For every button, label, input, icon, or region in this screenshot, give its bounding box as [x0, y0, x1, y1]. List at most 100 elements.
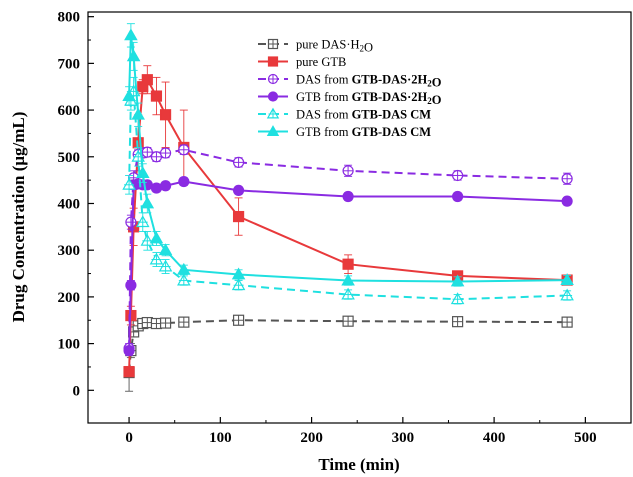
legend-item: GTB from GTB-DAS·2H2O	[258, 90, 442, 107]
legend-label-part: O	[364, 41, 373, 55]
point-shape	[159, 109, 172, 121]
data-point	[267, 73, 279, 85]
data-point	[267, 38, 279, 50]
legend-label-part: O	[432, 76, 442, 90]
data-point	[266, 107, 280, 119]
legend-label: GTB from GTB-DAS CM	[296, 125, 431, 139]
x-tick-label: 400	[483, 430, 506, 446]
axes: 0 100 200 300 400 500 0 100 200 300 400 500 600 700 80…	[58, 10, 597, 446]
data-point	[178, 144, 190, 156]
data-point	[232, 156, 245, 168]
data-point	[341, 273, 355, 286]
y-tick-label: 700	[58, 56, 81, 72]
legend-label-part: 2	[427, 79, 432, 89]
point-shape	[125, 279, 137, 291]
point-shape	[231, 267, 246, 280]
data-point	[342, 190, 354, 203]
series-line	[128, 319, 568, 373]
data-point	[560, 273, 574, 285]
y-tick-label: 600	[58, 103, 81, 119]
series-4	[122, 76, 574, 305]
y-tick-label: 300	[58, 243, 81, 259]
point-shape	[232, 210, 245, 223]
legend-label-part: pure DAS·H	[296, 38, 360, 52]
point-shape	[123, 345, 135, 357]
legend-label-part: pure GTB	[296, 55, 346, 69]
x-tick-label: 0	[125, 430, 133, 446]
legend-label: DAS from GTB-DAS CM	[296, 108, 431, 122]
data-point	[158, 259, 173, 272]
x-tick-label: 300	[392, 430, 415, 446]
point-shape	[266, 125, 280, 136]
data-point	[267, 56, 279, 67]
legend-label-part: GTB from	[296, 125, 352, 139]
data-point	[159, 109, 172, 121]
data-point	[159, 317, 172, 329]
point-shape	[267, 91, 279, 102]
data-point	[560, 288, 574, 301]
data-point	[232, 210, 245, 223]
point-shape	[131, 107, 145, 120]
data-point	[149, 252, 164, 265]
data-point	[452, 316, 464, 328]
data-point	[124, 28, 138, 41]
legend-item: pure GTB	[258, 55, 346, 69]
point-shape	[267, 56, 279, 67]
legend-label: GTB from GTB-DAS·2H2O	[296, 90, 442, 107]
data-point	[450, 292, 465, 305]
data-point	[150, 182, 163, 194]
x-axis-label: Time (min)	[318, 455, 399, 474]
point-shape	[159, 180, 172, 192]
y-tick-label: 0	[73, 383, 81, 399]
point-shape	[342, 190, 354, 203]
data-point	[126, 49, 141, 62]
series-5	[122, 23, 574, 287]
y-tick-label: 400	[58, 196, 81, 212]
point-shape	[149, 231, 164, 244]
legend-label-part: GTB-DAS CM	[352, 108, 432, 122]
data-point	[158, 243, 173, 256]
data-point	[231, 267, 246, 280]
data-point	[267, 91, 279, 102]
data-point	[125, 216, 137, 228]
legend-label-part: DAS from	[296, 73, 352, 87]
series-line	[128, 77, 568, 372]
data-point	[561, 173, 573, 185]
legend-label-part: GTB-DAS·2H	[352, 73, 428, 87]
legend-label-part: GTB-DAS CM	[352, 125, 432, 139]
data-point	[135, 215, 150, 228]
legend-item: pure DAS·H2O	[258, 38, 373, 55]
data-point	[232, 184, 245, 197]
data-point	[178, 175, 190, 188]
x-tick-label: 100	[209, 430, 232, 446]
x-tick-label: 500	[574, 430, 597, 446]
point-shape	[124, 28, 138, 41]
legend-label-part: DAS from	[296, 108, 352, 122]
point-shape	[450, 274, 465, 287]
data-point	[231, 278, 246, 291]
point-shape	[150, 182, 163, 194]
data-point	[141, 74, 153, 86]
data-point	[159, 147, 172, 159]
legend-item: DAS from GTB-DAS CM	[258, 108, 431, 122]
point-shape	[122, 89, 136, 101]
point-shape	[561, 195, 573, 207]
y-tick-label: 800	[58, 10, 81, 26]
legend-label-part: 2	[360, 44, 365, 54]
plot-frame	[87, 11, 632, 424]
point-shape	[341, 273, 355, 286]
data-point	[125, 279, 137, 291]
point-shape	[452, 190, 464, 203]
data-point	[342, 165, 354, 177]
legend-label-part: GTB-DAS·2H	[352, 90, 428, 104]
series-0	[123, 314, 573, 392]
data-point	[177, 273, 191, 286]
data-point	[122, 177, 136, 190]
point-shape	[135, 166, 150, 179]
series-layer	[122, 23, 574, 392]
x-tick-label: 200	[300, 430, 323, 446]
data-point	[141, 316, 153, 329]
point-shape	[342, 258, 354, 270]
